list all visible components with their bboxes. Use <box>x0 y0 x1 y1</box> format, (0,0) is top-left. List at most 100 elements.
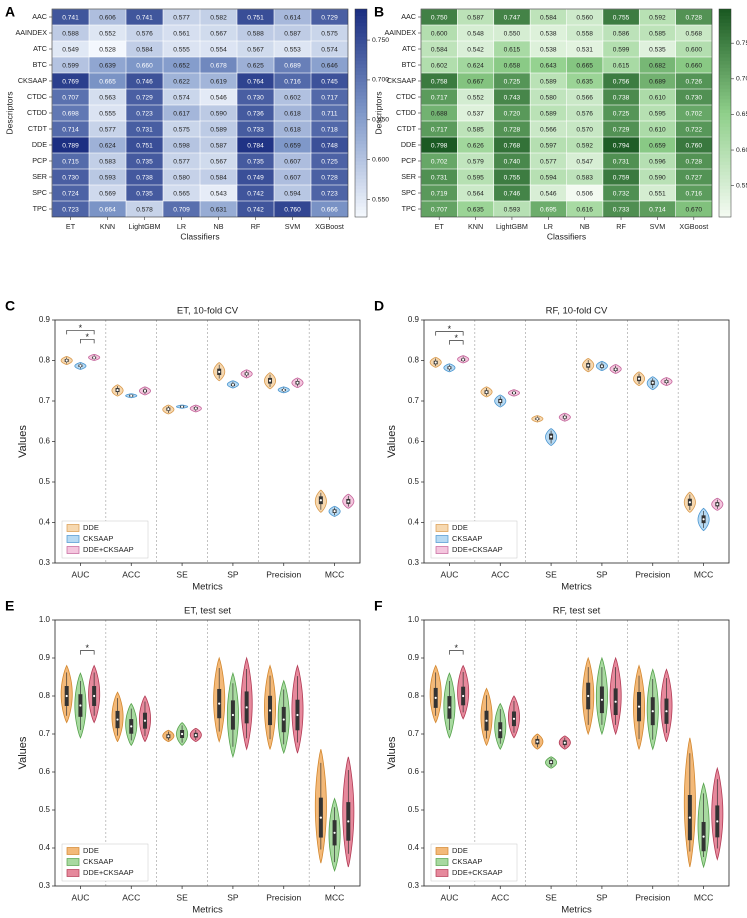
colorbar-segment <box>355 54 367 59</box>
colorbar-segment <box>355 123 367 128</box>
violin-median <box>462 694 465 698</box>
violin-median <box>549 435 553 438</box>
violin-median <box>434 696 437 700</box>
y-tick-label: ATC <box>33 44 47 53</box>
x-tick-label: Precision <box>266 569 301 579</box>
heatmap-cell-label: 0.599 <box>62 62 79 69</box>
violin-median <box>587 694 590 698</box>
heatmap-cell-label: 0.715 <box>62 158 79 165</box>
heatmap-cell-label: 0.652 <box>173 62 190 69</box>
heatmap-cell-label: 0.764 <box>247 78 264 85</box>
x-tick-label: AUC <box>71 892 89 902</box>
significance-label: * <box>455 643 459 653</box>
heatmap-cell-label: 0.707 <box>431 206 448 213</box>
heatmap-cell-label: 0.718 <box>321 126 338 133</box>
heatmap-cell-label: 0.702 <box>431 158 448 165</box>
legend-label: DDE+CKSAAP <box>83 868 134 877</box>
x-tick-label: SP <box>227 892 239 902</box>
heatmap-cell-label: 0.607 <box>284 158 301 165</box>
violin-median <box>167 735 170 738</box>
panel-label-b: B <box>374 4 384 20</box>
y-tick-label: 0.6 <box>408 767 420 776</box>
y-tick-label: 0.7 <box>408 729 420 738</box>
heatmap-cell-label: 0.564 <box>467 190 484 197</box>
significance-bracket <box>449 650 464 655</box>
heatmap-cell-label: 0.727 <box>686 174 703 181</box>
legend-label: DDE <box>452 523 468 532</box>
y-tick-label: DDE <box>32 140 47 149</box>
x-tick-label: AUC <box>440 892 458 902</box>
y-tick-label: 0.4 <box>39 843 51 852</box>
colorbar-segment <box>719 47 731 52</box>
heatmap-cell-label: 0.577 <box>99 126 116 133</box>
y-tick-label: 0.4 <box>39 518 51 527</box>
heatmap-cell-label: 0.580 <box>540 94 557 101</box>
colorbar-segment <box>719 99 731 104</box>
y-tick-label: 0.5 <box>408 805 420 814</box>
violin-median <box>333 831 336 834</box>
heatmap-cell-label: 0.660 <box>136 62 153 69</box>
heatmap-cell-label: 0.643 <box>540 62 557 69</box>
heatmap-cell-label: 0.560 <box>576 14 593 21</box>
heatmap-cell-label: 0.665 <box>99 78 116 85</box>
violin-median <box>143 389 147 392</box>
colorbar-segment <box>355 171 367 176</box>
heatmap-cell-label: 0.565 <box>173 190 190 197</box>
x-tick-label: ACC <box>122 569 140 579</box>
heatmap-cell-label: 0.631 <box>210 206 227 213</box>
colorbar-segment <box>719 192 731 197</box>
heatmap-cell-label: 0.716 <box>686 190 703 197</box>
colorbar-segment <box>355 203 367 208</box>
colorbar-segment <box>719 85 731 90</box>
violin-panel-e: ET, test set 0.3 0.4 0.5 0.6 0.7 0.8 0.9 1.0 AUC A… <box>17 606 361 916</box>
y-tick-label: CTDC <box>396 92 416 101</box>
colorbar-segment <box>355 78 367 83</box>
heatmap-cell-label: 0.736 <box>247 110 264 117</box>
y-axis-title: Descriptors <box>373 92 383 135</box>
y-tick-label: 0.6 <box>39 767 51 776</box>
y-tick-label: 0.5 <box>39 477 51 486</box>
y-tick-label: AAINDEX <box>15 28 47 37</box>
x-tick-label: SE <box>545 892 557 902</box>
colorbar-segment <box>355 126 367 131</box>
heatmap-cell-label: 0.725 <box>321 158 338 165</box>
colorbar-segment <box>355 57 367 62</box>
significance-label: * <box>86 332 90 342</box>
x-tick-label: XGBoost <box>315 222 344 231</box>
heatmap-cell-label: 0.723 <box>62 206 79 213</box>
colorbar-segment <box>355 168 367 173</box>
heatmap-cell-label: 0.760 <box>284 206 301 213</box>
colorbar-segment <box>719 178 731 183</box>
colorbar-segment <box>355 67 367 72</box>
colorbar-segment <box>355 33 367 38</box>
heatmap-cell-label: 0.723 <box>321 190 338 197</box>
y-axis-title: Values <box>17 736 29 769</box>
colorbar-segment <box>719 109 731 114</box>
colorbar-tick-label: 0.550 <box>736 182 747 189</box>
heatmap-cell-label: 0.665 <box>576 62 593 69</box>
y-tick-label: CTDT <box>397 124 417 133</box>
violin-median <box>231 383 235 386</box>
x-axis-title: Metrics <box>192 905 223 916</box>
colorbar-segment <box>719 168 731 173</box>
x-tick-label: ET <box>66 222 76 231</box>
legend-swatch <box>66 535 80 543</box>
colorbar-segment <box>355 22 367 27</box>
colorbar-segment <box>355 147 367 152</box>
heatmap-cell-label: 0.553 <box>284 46 301 53</box>
violin-median <box>600 365 604 368</box>
colorbar-segment <box>355 74 367 79</box>
x-tick-label: MCC <box>694 892 713 902</box>
heatmap-cell-label: 0.555 <box>99 110 116 117</box>
y-tick-label: 0.6 <box>408 437 420 446</box>
heatmap-cell-label: 0.618 <box>284 110 301 117</box>
heatmap-cell-label: 0.558 <box>576 30 593 37</box>
legend-swatch <box>435 524 449 532</box>
heatmap-cell-label: 0.619 <box>210 78 227 85</box>
heatmap-cell-label: 0.618 <box>284 126 301 133</box>
x-tick-label: KNN <box>468 222 483 231</box>
heatmap-cell-label: 0.594 <box>540 174 557 181</box>
heatmap-cell-label: 0.732 <box>613 190 630 197</box>
y-tick-label: SPC <box>32 188 47 197</box>
